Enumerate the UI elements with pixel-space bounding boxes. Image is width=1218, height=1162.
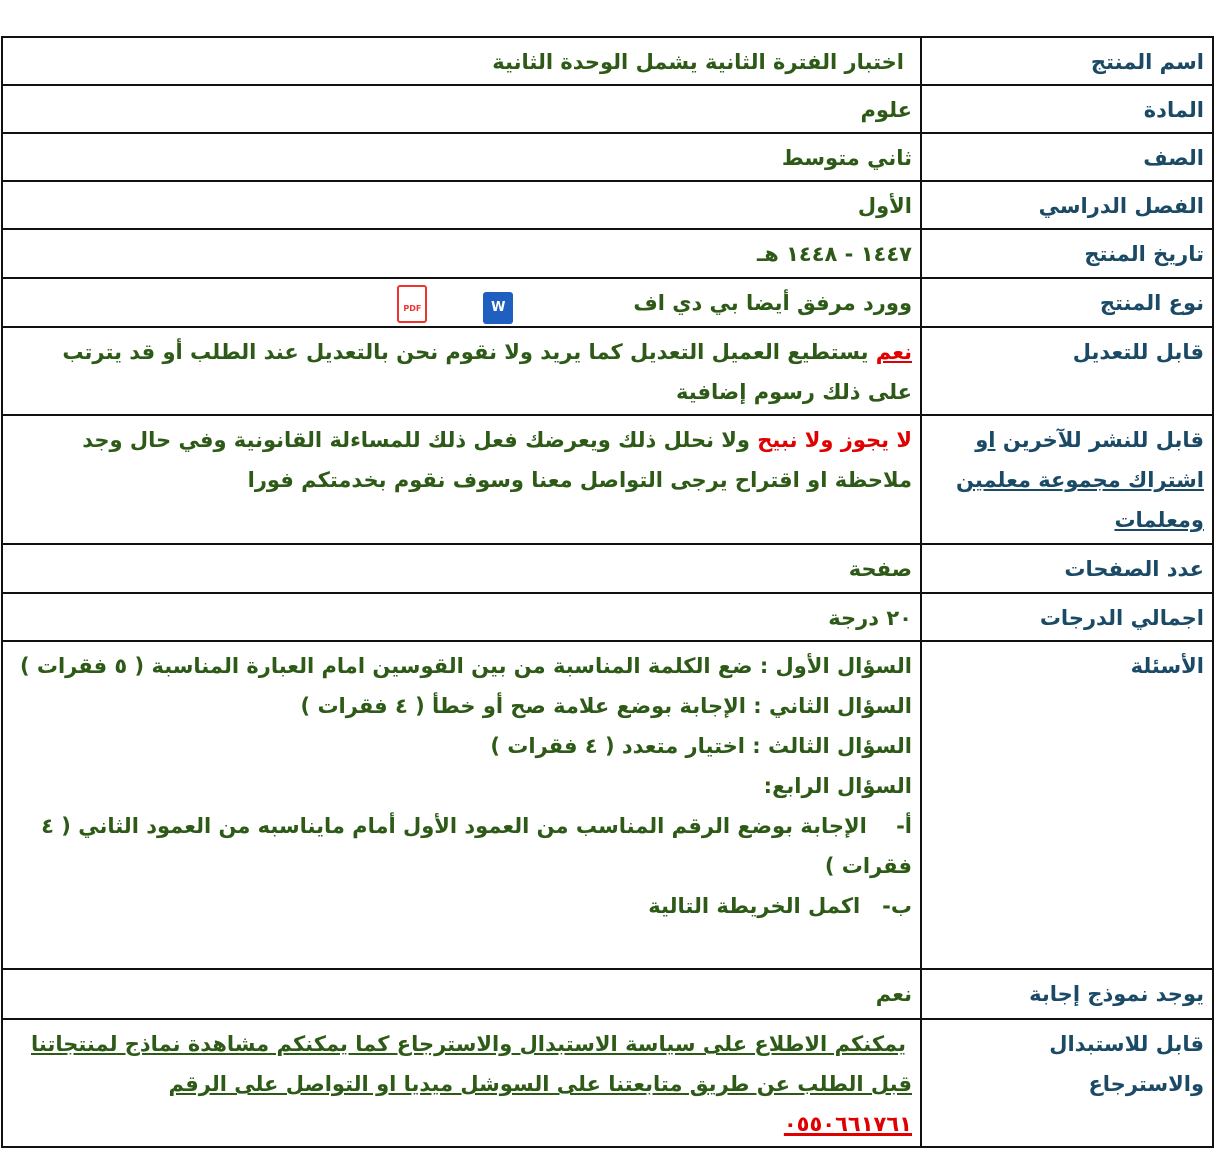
label: يوجد نموذج إجابة	[920, 968, 1214, 1020]
value: ثاني متوسط	[1, 132, 922, 182]
label-cell: قابل للنشر للآخرين او اشتراك مجموعة معلم…	[920, 414, 1214, 545]
row-subject: المادة علوم	[1, 84, 1214, 134]
label: الفصل الدراسي	[920, 180, 1214, 230]
row-grade: الصف ثاني متوسط	[1, 132, 1214, 182]
question-item: السؤال الرابع:	[763, 774, 912, 798]
label: المادة	[920, 84, 1214, 134]
label: قابل للنشر للآخرين	[1002, 428, 1204, 452]
row-answer-key: يوجد نموذج إجابة نعم	[1, 968, 1214, 1020]
row-type: نوع المنتج وورد مرفق أيضا بي دي اف W PDF	[1, 277, 1214, 328]
value: علوم	[1, 84, 922, 134]
value-cell: يمكنكم الاطلاع على سياسة الاستبدال والاس…	[1, 1018, 922, 1148]
row-publish: قابل للنشر للآخرين او اشتراك مجموعة معلم…	[1, 414, 1214, 545]
value: نعم	[1, 968, 922, 1020]
row-total-grades: اجمالي الدرجات ٢٠ درجة	[1, 592, 1214, 642]
question-item: السؤال الأول : ضع الكلمة المناسبة من بين…	[19, 654, 912, 678]
row-pages: عدد الصفحات صفحة	[1, 543, 1214, 594]
highlight: نعم	[875, 340, 912, 364]
question-item: السؤال الثالث : اختيار متعدد ( ٤ فقرات )	[490, 734, 912, 758]
value-cell: نعم يستطيع العميل التعديل كما يريد ولا ن…	[1, 326, 922, 416]
value: ١٤٤٧ - ١٤٤٨ هـ	[1, 228, 922, 279]
question-item: ب- اكمل الخريطة التالية	[648, 894, 912, 918]
row-exchange: قابل للاستبدال والاسترجاع يمكنكم الاطلاع …	[1, 1018, 1214, 1148]
value: الأول	[1, 180, 922, 230]
word-icon: W	[483, 292, 514, 324]
label: تاريخ المنتج	[920, 228, 1214, 279]
pdf-icon: PDF	[397, 285, 428, 323]
value-cell: لا يجوز ولا نبيح ولا نحلل ذلك ويعرضك فعل…	[1, 414, 922, 545]
questions-cell: السؤال الأول : ضع الكلمة المناسبة من بين…	[1, 640, 922, 970]
value: صفحة	[1, 543, 922, 594]
label: الصف	[920, 132, 1214, 182]
value: يمكنكم الاطلاع على سياسة الاستبدال والاس…	[30, 1032, 912, 1096]
row-editable: قابل للتعديل نعم يستطيع العميل التعديل كم…	[1, 326, 1214, 416]
row-questions: الأسئلة السؤال الأول : ضع الكلمة المناسب…	[1, 640, 1214, 970]
phone-number: ٠٥٥٠٦٦١٧٦١	[783, 1112, 912, 1136]
value: وورد مرفق أيضا بي دي اف	[633, 291, 912, 315]
label: اسم المنتج	[920, 36, 1214, 86]
value-cell: وورد مرفق أيضا بي دي اف W PDF	[1, 277, 922, 328]
label: اجمالي الدرجات	[920, 592, 1214, 642]
value: ولا نحلل ذلك ويعرضك فعل ذلك للمساءلة الق…	[82, 428, 912, 492]
label-link: او	[975, 428, 996, 452]
product-info-table: اسم المنتج اختبار الفترة الثانية يشمل الو…	[1, 36, 1214, 1148]
question-item: أ- الإجابة بوضع الرقم المناسب من العمود …	[33, 814, 912, 878]
row-product-name: اسم المنتج اختبار الفترة الثانية يشمل الو…	[1, 36, 1214, 86]
label-link-2: اشتراك مجموعة معلمين ومعلمات	[956, 468, 1204, 532]
question-item: السؤال الثاني : الإجابة بوضع علامة صح أو…	[300, 694, 912, 718]
label: قابل للاستبدال والاسترجاع	[920, 1018, 1214, 1148]
value: ٢٠ درجة	[1, 592, 922, 642]
label: نوع المنتج	[920, 277, 1214, 328]
row-date: تاريخ المنتج ١٤٤٧ - ١٤٤٨ هـ	[1, 228, 1214, 279]
highlight: لا يجوز ولا نبيح	[757, 428, 912, 452]
label: عدد الصفحات	[920, 543, 1214, 594]
value: اختبار الفترة الثانية يشمل الوحدة الثاني…	[1, 36, 922, 86]
label: الأسئلة	[920, 640, 1214, 970]
row-semester: الفصل الدراسي الأول	[1, 180, 1214, 230]
value: يستطيع العميل التعديل كما يريد ولا نقوم …	[62, 340, 912, 404]
label: قابل للتعديل	[920, 326, 1214, 416]
